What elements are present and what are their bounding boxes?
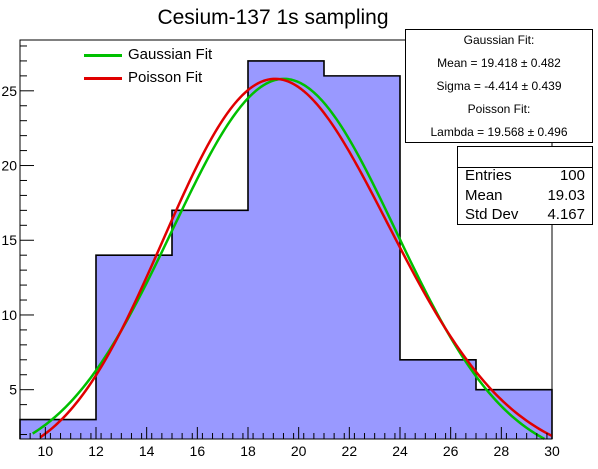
statistics-box-header <box>458 147 592 168</box>
fit-parameters-box: Gaussian Fit: Mean = 19.418 ± 0.482 Sigm… <box>405 29 593 143</box>
histogram-bars <box>20 60 552 439</box>
histogram-bar-1 <box>96 255 172 439</box>
histogram-bar-6 <box>476 389 552 439</box>
poisson-fit-header: Poisson Fit: <box>467 102 531 116</box>
axes: 10 12 14 16 18 20 22 24 26 28 30 5 10 15 20 25 <box>1 45 560 459</box>
entries-value: 100 <box>559 167 585 184</box>
x-tick-label-4: 18 <box>240 443 256 459</box>
legend: Gaussian Fit Poisson Fit <box>80 44 260 92</box>
histogram-bar-0 <box>20 419 96 439</box>
mean-value: 19.03 <box>547 187 585 204</box>
fit-curve-poisson <box>39 77 553 439</box>
x-tick-label-2: 14 <box>139 443 155 459</box>
plot-frame <box>19 39 553 440</box>
x-tick-label-5: 20 <box>291 443 307 459</box>
poisson-lambda-line: Lambda = 19.568 ± 0.496 <box>430 125 568 139</box>
stddev-label: Std Dev <box>465 206 519 223</box>
x-tick-label-3: 16 <box>190 443 206 459</box>
stddev-value: 4.167 <box>547 206 585 223</box>
x-tick-label-10: 30 <box>544 443 560 459</box>
gaussian-fit-header: Gaussian Fit: <box>463 33 535 47</box>
legend-swatch-poisson <box>84 77 122 80</box>
entries-label: Entries <box>465 167 512 184</box>
x-tick-label-8: 26 <box>443 443 459 459</box>
gaussian-sigma-line: Sigma = -4.414 ± 0.439 <box>436 79 562 93</box>
stats-row-mean: Mean 19.03 <box>465 187 585 207</box>
stats-row-entries: Entries 100 <box>465 167 585 187</box>
histogram-bar-5 <box>400 359 476 439</box>
chart-title: Cesium-137 1s sampling <box>157 6 388 29</box>
legend-item-gaussian: Gaussian Fit <box>80 44 260 66</box>
y-tick-label-1: 10 <box>1 307 17 323</box>
fit-curves <box>31 77 553 440</box>
legend-label-poisson: Poisson Fit <box>128 69 203 86</box>
histogram-bar-4 <box>324 75 400 439</box>
statistics-box: Entries 100 Mean 19.03 Std Dev 4.167 <box>457 146 593 225</box>
y-tick-label-2: 15 <box>1 232 17 248</box>
histogram-bar-2 <box>172 210 248 439</box>
mean-label: Mean <box>465 187 503 204</box>
gaussian-mean-line: Mean = 19.418 ± 0.482 <box>437 56 561 70</box>
x-tick-label-1: 12 <box>88 443 104 459</box>
y-tick-label-3: 20 <box>1 158 17 174</box>
legend-label-gaussian: Gaussian Fit <box>128 46 213 63</box>
legend-item-poisson: Poisson Fit <box>80 67 260 89</box>
x-tick-label-0: 10 <box>38 443 54 459</box>
histogram-bar-3 <box>248 60 324 439</box>
x-tick-label-7: 24 <box>392 443 408 459</box>
x-tick-label-6: 22 <box>342 443 358 459</box>
x-tick-label-9: 28 <box>494 443 510 459</box>
stats-row-stddev: Std Dev 4.167 <box>465 206 585 226</box>
legend-swatch-gaussian <box>84 54 122 57</box>
y-tick-label-0: 5 <box>9 382 17 398</box>
y-tick-label-4: 25 <box>1 83 17 99</box>
